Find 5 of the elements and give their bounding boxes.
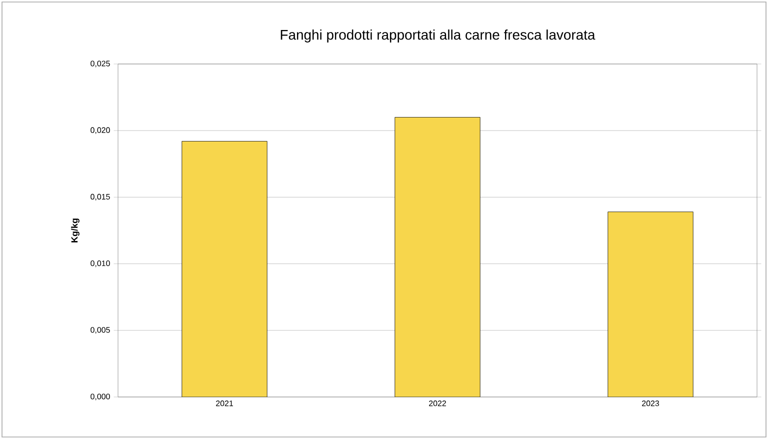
bar — [182, 141, 268, 397]
bar — [394, 117, 480, 397]
bar — [608, 212, 694, 397]
y-axis-title: Kg/kg — [71, 218, 80, 242]
chart-title: Fanghi prodotti rapportati alla carne fresca lavorata — [280, 29, 596, 42]
